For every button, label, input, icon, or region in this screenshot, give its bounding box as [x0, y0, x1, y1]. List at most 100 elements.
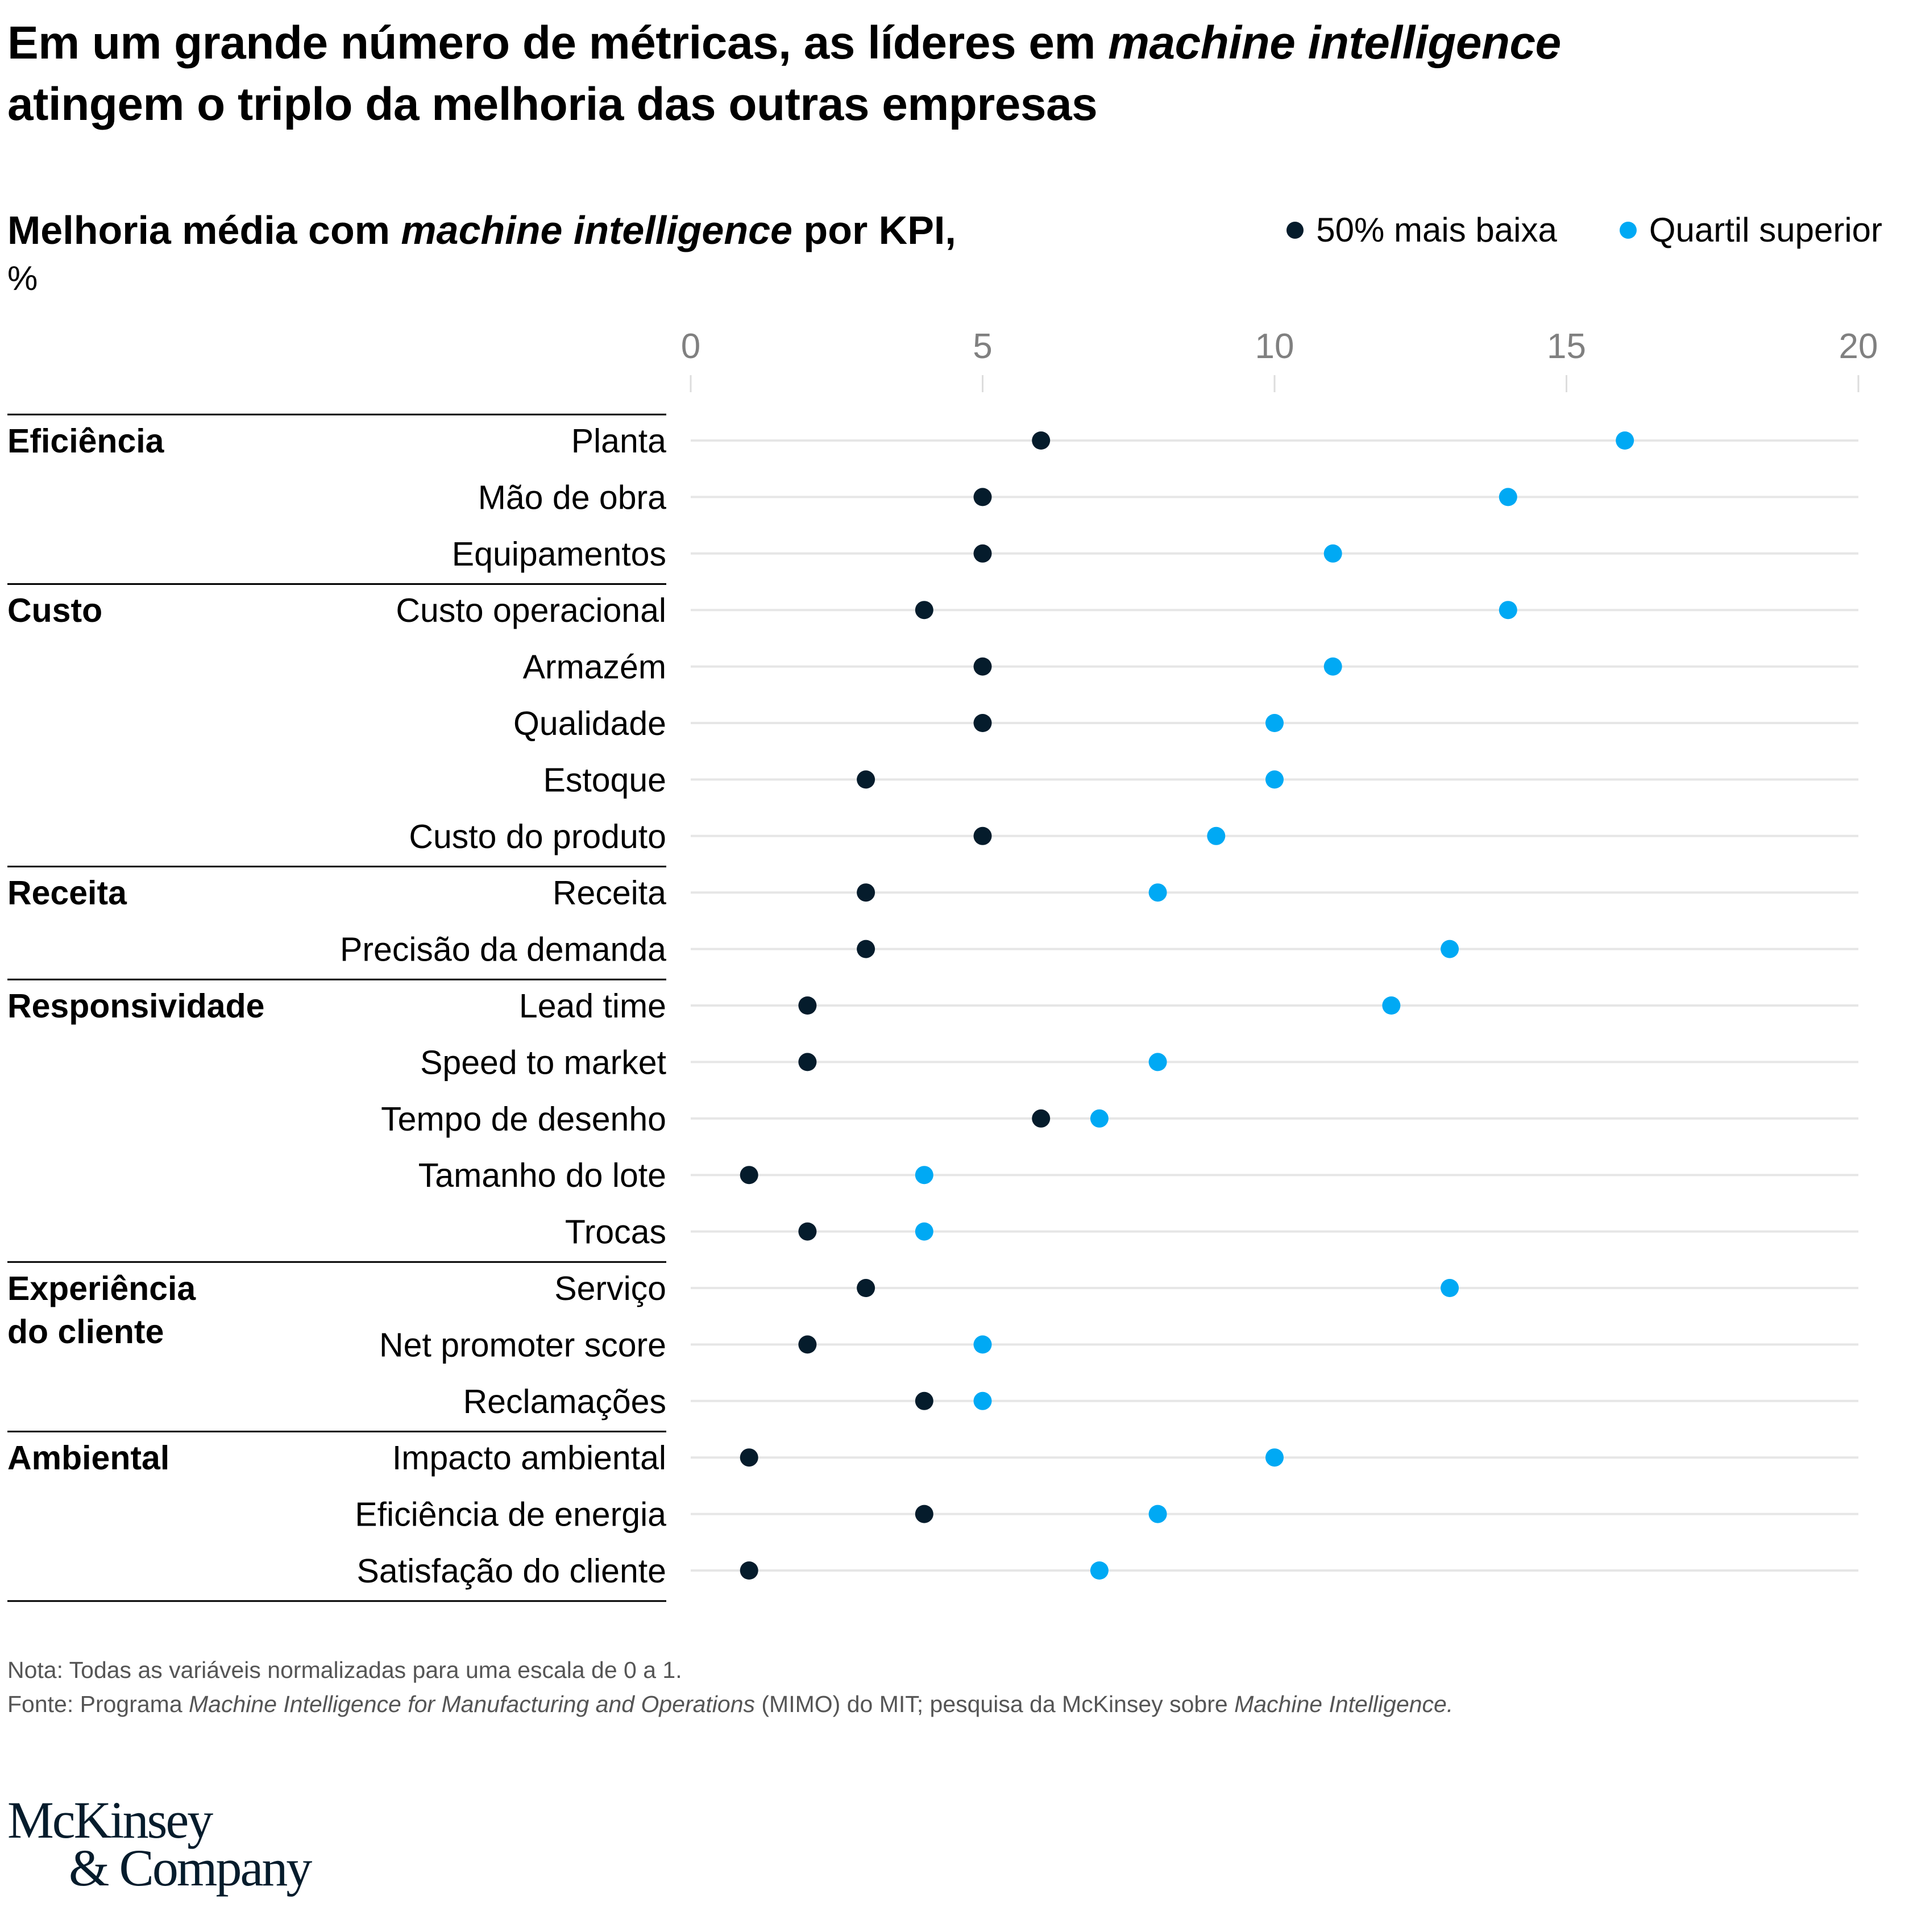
kpi-label: Receita — [553, 874, 666, 912]
source-italic: Machine Intelligence. — [1234, 1691, 1454, 1717]
dot-lower-half — [915, 1391, 933, 1410]
group-label: Receita — [7, 874, 127, 912]
legend: 50% mais baixa Quartil superior — [1286, 210, 1882, 250]
source-italic: Machine Intelligence for Manufacturing a… — [189, 1691, 756, 1717]
title-text: Em um grande número de métricas, as líde… — [7, 17, 1109, 69]
dot-top-quartile — [1382, 996, 1401, 1015]
kpi-label: Precisão da demanda — [340, 931, 666, 969]
dot-top-quartile — [973, 1391, 992, 1410]
kpi-label: Lead time — [519, 987, 666, 1025]
kpi-label: Tamanho do lote — [418, 1157, 666, 1194]
title-italic-text: machine intelligence — [1108, 17, 1561, 69]
dot-top-quartile — [973, 1335, 992, 1354]
x-tick-label: 15 — [1547, 327, 1586, 366]
kpi-label: Custo operacional — [396, 592, 666, 629]
dot-lower-half — [857, 770, 875, 789]
kpi-label: Mão de obra — [478, 479, 666, 516]
dot-lower-half — [857, 940, 875, 958]
dot-lower-half — [740, 1561, 758, 1580]
kpi-label: Qualidade — [513, 705, 666, 742]
logo-line1: McKinsey — [7, 1791, 213, 1849]
unit-label: % — [7, 259, 38, 297]
dot-lower-half — [973, 826, 992, 845]
group-label: Responsividade — [7, 987, 264, 1025]
x-tick-label: 0 — [681, 327, 700, 366]
subtitle-text: Melhoria média com — [7, 208, 401, 252]
dot-lower-half — [915, 601, 933, 620]
dot-lower-half — [798, 1222, 817, 1241]
dot-lower-half — [798, 1335, 817, 1354]
title-line1: Em um grande número de métricas, as líde… — [7, 17, 1561, 69]
dot-top-quartile — [1148, 1505, 1167, 1523]
legend-item-lower: 50% mais baixa — [1286, 210, 1557, 250]
dot-top-quartile — [1441, 1279, 1459, 1297]
dot-top-quartile — [1323, 544, 1342, 563]
kpi-label: Custo do produto — [409, 818, 666, 855]
group-label: Ambiental — [7, 1439, 169, 1477]
dot-top-quartile — [1499, 488, 1517, 506]
logo-line2: & Company — [69, 1839, 312, 1897]
dot-lower-half — [857, 883, 875, 902]
kpi-label: Tempo de desenho — [381, 1100, 666, 1138]
dot-top-quartile — [1265, 1448, 1284, 1467]
source-text: (MIMO) do MIT; pesquisa da McKinsey sobr… — [755, 1691, 1235, 1717]
group-label: Custo — [7, 592, 102, 629]
footnote-source: Fonte: Programa Machine Intelligence for… — [7, 1687, 1453, 1721]
dot-lower-half — [973, 714, 992, 732]
dot-top-quartile — [915, 1222, 933, 1241]
legend-dot-icon — [1619, 221, 1637, 239]
legend-dot-icon — [1286, 221, 1304, 239]
mckinsey-logo: McKinsey & Company — [7, 1794, 312, 1897]
dot-top-quartile — [915, 1166, 933, 1185]
dot-top-quartile — [1265, 770, 1284, 789]
kpi-label: Estoque — [543, 761, 667, 799]
kpi-label: Equipamentos — [452, 535, 666, 573]
x-tick-label: 5 — [973, 327, 992, 366]
dot-lower-half — [1032, 431, 1051, 450]
footnote-note: Nota: Todas as variáveis normalizadas pa… — [7, 1657, 682, 1683]
dot-top-quartile — [1090, 1561, 1109, 1580]
x-tick-label: 10 — [1255, 327, 1294, 366]
source-text: Fonte: Programa — [7, 1691, 189, 1717]
kpi-label: Planta — [571, 422, 666, 460]
dot-lower-half — [798, 1053, 817, 1071]
kpi-label: Speed to market — [420, 1044, 666, 1081]
chart-title: Em um grande número de métricas, as líde… — [7, 13, 1883, 135]
dot-top-quartile — [1148, 1053, 1167, 1071]
dot-top-quartile — [1207, 826, 1226, 845]
group-label: Eficiência — [7, 422, 165, 460]
dot-lower-half — [973, 488, 992, 506]
kpi-label: Impacto ambiental — [392, 1439, 666, 1477]
dot-lower-half — [857, 1279, 875, 1297]
chart-subtitle: Melhoria média com machine intelligence … — [7, 205, 956, 256]
dot-top-quartile — [1499, 601, 1517, 620]
subtitle-text-end: por KPI, — [792, 208, 956, 252]
kpi-label: Trocas — [565, 1214, 666, 1251]
dot-lower-half — [973, 657, 992, 676]
kpi-label: Net promoter score — [379, 1326, 666, 1364]
dot-top-quartile — [1265, 714, 1284, 732]
subtitle-italic-text: machine intelligence — [401, 208, 792, 252]
dot-lower-half — [973, 544, 992, 563]
kpi-label: Eficiência de energia — [355, 1496, 666, 1534]
kpi-label: Armazém — [523, 649, 666, 686]
dot-top-quartile — [1090, 1109, 1109, 1128]
group-label: do cliente — [7, 1313, 164, 1351]
x-tick-label: 20 — [1839, 327, 1878, 366]
legend-label: Quartil superior — [1649, 211, 1882, 249]
title-line2: atingem o triplo da melhoria das outras … — [7, 78, 1098, 130]
legend-item-top: Quartil superior — [1619, 210, 1882, 250]
dot-top-quartile — [1148, 883, 1167, 902]
dot-lower-half — [915, 1505, 933, 1523]
dot-top-quartile — [1441, 940, 1459, 958]
kpi-label: Satisfação do cliente — [357, 1552, 666, 1590]
kpi-label: Reclamações — [463, 1383, 666, 1420]
dot-top-quartile — [1323, 657, 1342, 676]
dot-lower-half — [740, 1448, 758, 1467]
legend-label: 50% mais baixa — [1316, 211, 1557, 249]
dot-lower-half — [798, 996, 817, 1015]
kpi-label: Serviço — [554, 1270, 666, 1307]
dot-top-quartile — [1616, 431, 1634, 450]
dot-lower-half — [740, 1166, 758, 1185]
